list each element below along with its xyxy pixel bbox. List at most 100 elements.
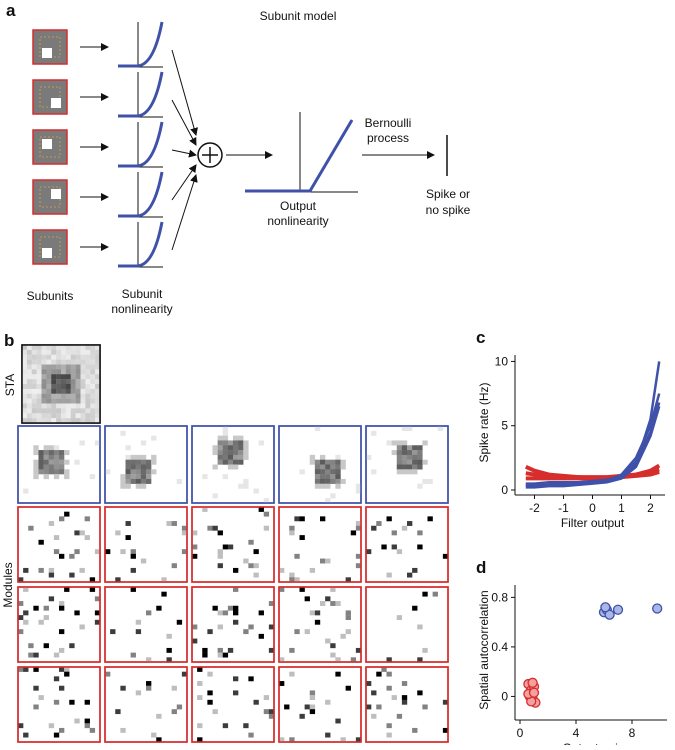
- pixel: [51, 398, 57, 404]
- pixel: [59, 605, 65, 611]
- y-tick-label: 0.4: [491, 640, 508, 654]
- pixel: [192, 624, 198, 630]
- pixel: [84, 718, 90, 724]
- pixel: [53, 469, 60, 475]
- pixel: [417, 657, 423, 663]
- pixel: [217, 610, 223, 616]
- pixel: [84, 516, 90, 522]
- pixel: [314, 619, 321, 625]
- image-border: [104, 506, 188, 583]
- pixel: [125, 464, 131, 470]
- pixel: [36, 349, 42, 355]
- pixel: [320, 459, 326, 465]
- pixel: [294, 577, 300, 583]
- subunit-pixel: [42, 48, 52, 58]
- pixel: [43, 454, 49, 460]
- pixel: [59, 454, 65, 460]
- pixel: [130, 587, 136, 592]
- pixel: [59, 516, 65, 522]
- pixel: [36, 374, 42, 380]
- pixel: [320, 558, 326, 564]
- pixel: [135, 459, 142, 465]
- pixel: [320, 516, 326, 522]
- pixel: [417, 690, 423, 696]
- pixel: [130, 464, 136, 470]
- pixel: [80, 418, 86, 424]
- outcome-label: Spike or: [426, 187, 470, 201]
- image-border: [365, 506, 449, 583]
- pixel: [156, 713, 162, 719]
- pixel: [391, 530, 397, 536]
- sum-sign: [202, 147, 218, 163]
- pixel: [28, 525, 34, 531]
- pixel: [84, 535, 90, 541]
- pixel: [401, 450, 408, 456]
- pixel: [120, 474, 126, 480]
- pixel: [89, 474, 96, 480]
- image-border: [191, 425, 275, 504]
- panel-label: a: [6, 1, 16, 20]
- pixel: [151, 435, 157, 441]
- pixel: [330, 464, 336, 470]
- pixel: [376, 671, 382, 677]
- pixel: [417, 464, 423, 470]
- pixel: [74, 459, 80, 465]
- pixel: [61, 403, 67, 409]
- pixel: [64, 459, 70, 465]
- pixel: [309, 459, 316, 465]
- pixel: [33, 464, 39, 470]
- pixel: [268, 647, 275, 653]
- pixel: [69, 572, 75, 578]
- pixel: [207, 699, 213, 705]
- y-tick-label: 0.8: [491, 590, 508, 604]
- pixel: [75, 364, 81, 370]
- pixel: [26, 388, 32, 394]
- pixel: [350, 657, 357, 663]
- pixel: [135, 454, 142, 460]
- pixel: [53, 535, 60, 541]
- pixel: [120, 430, 126, 436]
- pixel: [320, 464, 326, 470]
- pixel: [330, 652, 336, 658]
- pixel: [130, 567, 136, 573]
- pixel: [335, 469, 341, 475]
- pixel: [355, 488, 362, 494]
- pixel: [135, 474, 142, 480]
- subunit-frame: [32, 179, 68, 215]
- pixel: [80, 403, 86, 409]
- pixel: [51, 379, 57, 385]
- pixel: [61, 345, 67, 351]
- pixel: [371, 713, 377, 719]
- pixel: [417, 544, 423, 550]
- pixel: [212, 525, 218, 531]
- pixel: [61, 413, 67, 419]
- pixel: [263, 525, 270, 531]
- pixel: [227, 464, 234, 470]
- pixel: [432, 591, 438, 597]
- pixel: [197, 737, 203, 743]
- pixel: [65, 349, 71, 355]
- pixel: [248, 676, 254, 682]
- pixel: [396, 615, 403, 621]
- pixel: [33, 652, 39, 658]
- pixel: [140, 474, 147, 480]
- pixel: [31, 408, 37, 414]
- pixel: [26, 349, 32, 355]
- pixel: [115, 577, 121, 583]
- pixel: [43, 605, 49, 611]
- pixel: [422, 440, 428, 446]
- pixel: [80, 364, 86, 370]
- pixel: [355, 563, 362, 569]
- pixel: [90, 359, 96, 365]
- pixel: [36, 413, 42, 419]
- pixel: [140, 469, 147, 475]
- pixel: [26, 418, 32, 424]
- y-tick-label: 10: [495, 354, 509, 368]
- pixel: [48, 596, 55, 602]
- pixel: [176, 619, 183, 625]
- pixel: [407, 454, 413, 460]
- pixel: [140, 478, 147, 484]
- pixel: [340, 464, 346, 470]
- pixel: [401, 459, 408, 465]
- pixel: [130, 652, 136, 658]
